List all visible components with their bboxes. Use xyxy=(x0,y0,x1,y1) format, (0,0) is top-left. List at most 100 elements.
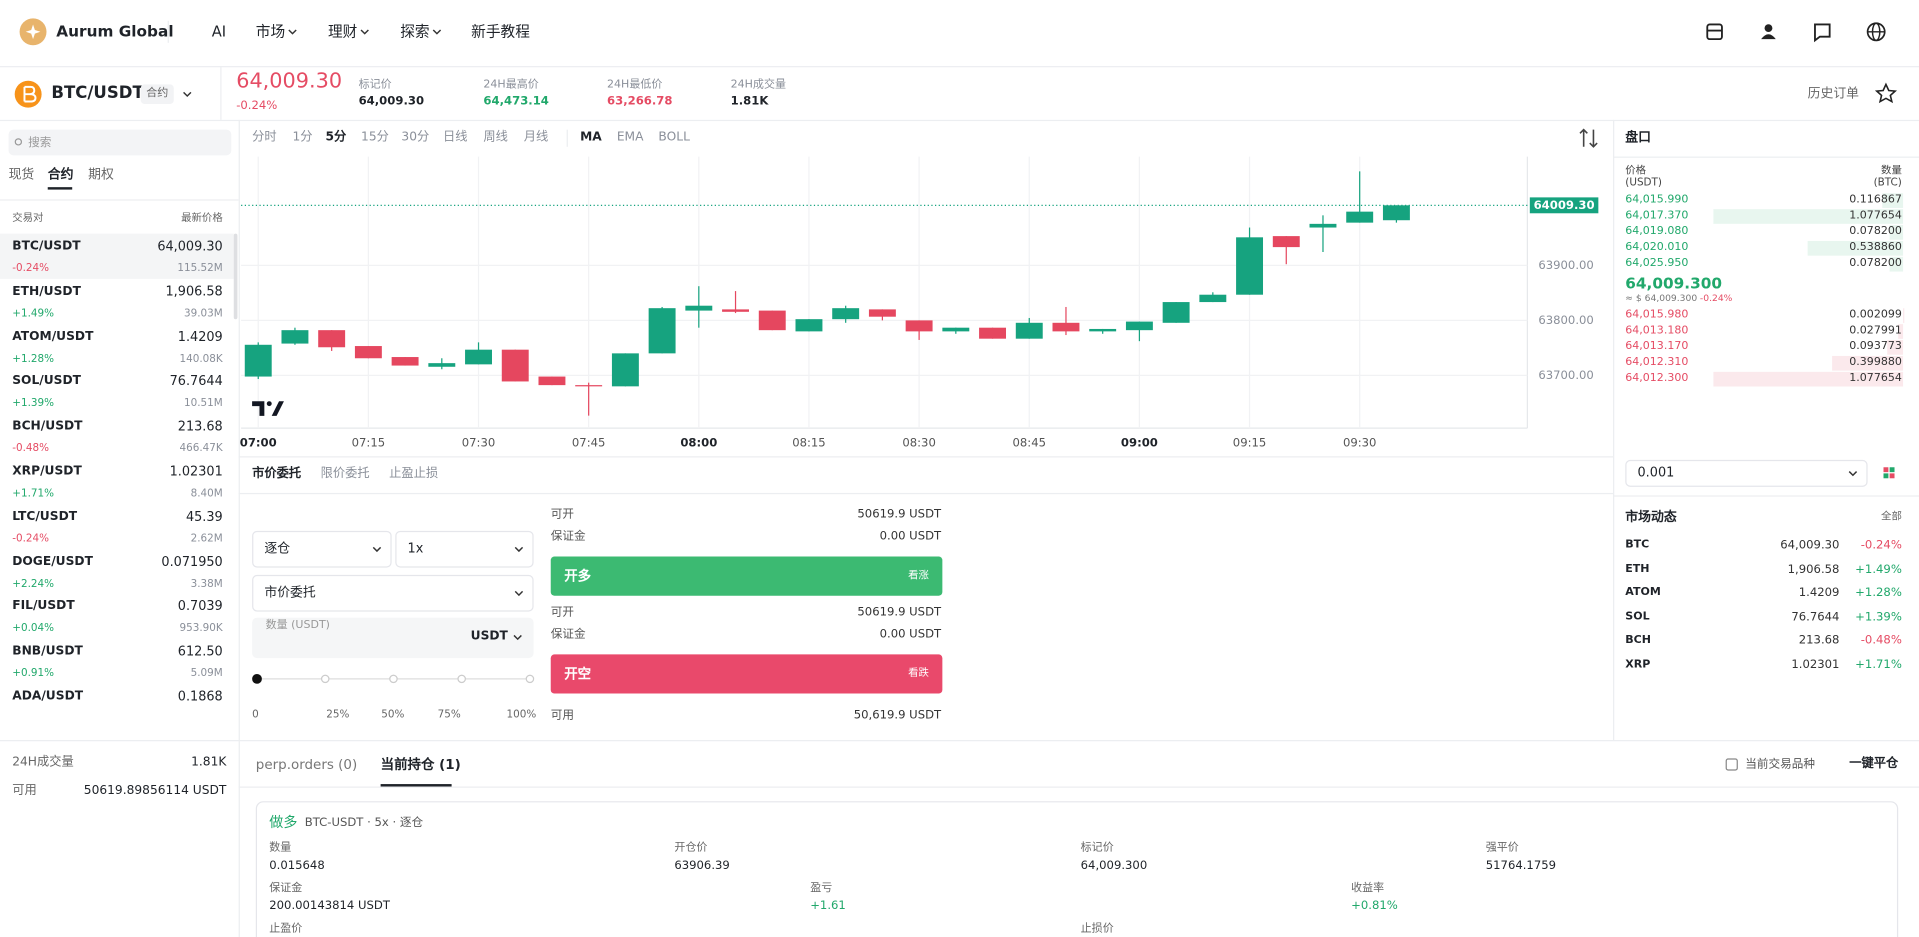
market-tab[interactable]: 合约 xyxy=(47,167,74,182)
pair-volume: 8.40M xyxy=(190,487,223,500)
indicator-button[interactable]: MA xyxy=(580,130,602,145)
pair-name[interactable]: SOL/USDT xyxy=(12,374,81,389)
column-header: 最新价格 xyxy=(181,212,223,225)
nav-item[interactable]: 新手教程 xyxy=(471,23,530,41)
last-price: 64,009.30 xyxy=(236,69,343,94)
leverage-select-text: 1x xyxy=(407,541,424,557)
pair-name[interactable]: LTC/USDT xyxy=(12,509,78,524)
order-tab[interactable]: 止盈止损 xyxy=(389,467,439,481)
nav-item[interactable]: 探索 xyxy=(400,23,430,41)
interval-button[interactable]: 分时 xyxy=(252,130,277,145)
pair-name[interactable]: ETH/USDT xyxy=(12,284,81,299)
slider-step xyxy=(525,674,535,684)
x-tick-label: 07:00 xyxy=(240,435,277,449)
icon-user xyxy=(1764,24,1773,33)
x-tick-label: 08:00 xyxy=(680,435,717,449)
info-value: 50,619.9 USDT xyxy=(853,708,942,722)
long-button[interactable] xyxy=(550,556,943,596)
close-all-button[interactable]: 一键平仓 xyxy=(1849,757,1899,771)
mid-usd: ≈ $ 64,009.300 xyxy=(1625,292,1698,304)
market-tab[interactable]: 现货 xyxy=(8,167,35,182)
market-price: 76.7644 xyxy=(1791,610,1840,624)
search-placeholder: 搜索 xyxy=(28,135,52,149)
depth-bar xyxy=(1898,324,1904,339)
footer-value: 50619.89856114 USDT xyxy=(83,784,227,798)
margin-select[interactable] xyxy=(252,530,392,568)
pair-name[interactable]: ADA/USDT xyxy=(12,689,84,704)
slider-step xyxy=(320,674,330,684)
order-tab[interactable]: 限价委托 xyxy=(320,467,370,481)
price-change: -0.24% xyxy=(236,99,278,113)
amount-unit: USDT xyxy=(470,629,508,644)
market-symbol[interactable]: ETH xyxy=(1625,562,1650,576)
logo-mark xyxy=(25,24,41,40)
market-tab[interactable]: 期权 xyxy=(88,167,114,182)
nav-item[interactable]: 理财 xyxy=(327,23,358,41)
depth-bar xyxy=(1713,371,1904,387)
interval-button[interactable]: 5分 xyxy=(325,130,347,145)
interval-button[interactable]: 15分 xyxy=(361,130,389,145)
column-header: (USDT) xyxy=(1625,177,1662,190)
depth-bar xyxy=(1832,355,1904,371)
layout-icon xyxy=(1889,473,1895,479)
badge-text: 合约 xyxy=(146,87,169,100)
divider xyxy=(566,129,568,147)
book-quantity: 1.077654 xyxy=(1849,209,1902,223)
button-label: 开空 xyxy=(564,666,592,682)
nav-item[interactable]: AI xyxy=(211,23,227,41)
candle-body xyxy=(611,353,639,387)
history-link[interactable]: 历史订单 xyxy=(1807,86,1860,102)
pair-name[interactable]: DOGE/USDT xyxy=(12,554,93,569)
scrollbar xyxy=(233,233,238,320)
interval-button[interactable]: 日线 xyxy=(443,130,468,145)
market-symbol[interactable]: SOL xyxy=(1625,610,1650,623)
indicator-button[interactable]: BOLL xyxy=(658,130,690,145)
leverage-select[interactable] xyxy=(395,530,534,568)
interval-button[interactable]: 周线 xyxy=(483,130,508,145)
last-price-label: 64009.30 xyxy=(1534,198,1595,212)
candle-body xyxy=(244,344,272,377)
view-all[interactable]: 全部 xyxy=(1881,510,1902,524)
indicator-button[interactable]: EMA xyxy=(616,130,644,145)
market-symbol[interactable]: XRP xyxy=(1625,658,1651,671)
coin-mark xyxy=(23,85,37,103)
interval-button[interactable]: 月线 xyxy=(523,130,549,145)
pair-name[interactable]: BNB/USDT xyxy=(12,644,83,659)
pair-volume: 466.47K xyxy=(179,442,223,455)
checkbox[interactable] xyxy=(1725,758,1738,771)
pair-name[interactable]: XRP/USDT xyxy=(12,464,82,479)
field-label: 止盈价 xyxy=(269,922,303,936)
position-tab[interactable]: 当前持仓 (1) xyxy=(380,756,461,773)
candle-body xyxy=(1309,223,1337,228)
market-change: +1.39% xyxy=(1855,610,1902,624)
pair-name[interactable]: FIL/USDT xyxy=(12,599,75,614)
pair-change: +2.24% xyxy=(12,577,55,591)
interval-button[interactable]: 1分 xyxy=(292,130,313,145)
short-button[interactable] xyxy=(550,654,943,694)
field-label: 开仓价 xyxy=(674,842,708,855)
book-price: 64,012.310 xyxy=(1625,356,1689,369)
pair-name[interactable]: BCH/USDT xyxy=(12,419,83,434)
order-tab[interactable]: 市价委托 xyxy=(252,467,302,481)
book-quantity: 1.077654 xyxy=(1849,372,1902,385)
precision-select[interactable] xyxy=(1625,459,1868,487)
interval-button[interactable]: 30分 xyxy=(401,130,430,145)
order-type-select[interactable] xyxy=(252,574,534,612)
nav-item[interactable]: 市场 xyxy=(255,23,286,41)
book-quantity: 0.399880 xyxy=(1849,356,1902,369)
info-label: 保证金 xyxy=(550,627,586,642)
market-symbol[interactable]: ATOM xyxy=(1625,586,1661,599)
pair-name[interactable]: ATOM/USDT xyxy=(12,329,94,344)
icon-globe xyxy=(1866,22,1886,42)
market-price: 1,906.58 xyxy=(1787,562,1840,576)
candle-body xyxy=(1236,237,1264,295)
search-box[interactable] xyxy=(8,129,232,156)
pair-name[interactable]: BTC/USDT xyxy=(12,239,81,254)
market-symbol[interactable]: BTC xyxy=(1625,538,1650,552)
y-tick-label: 63700.00 xyxy=(1538,368,1593,382)
info-label: 保证金 xyxy=(550,529,586,544)
x-tick-label: 08:45 xyxy=(1013,435,1046,449)
market-symbol[interactable]: BCH xyxy=(1625,634,1651,647)
amount-input[interactable] xyxy=(252,617,534,659)
position-tab[interactable]: perp.orders (0) xyxy=(255,756,358,773)
